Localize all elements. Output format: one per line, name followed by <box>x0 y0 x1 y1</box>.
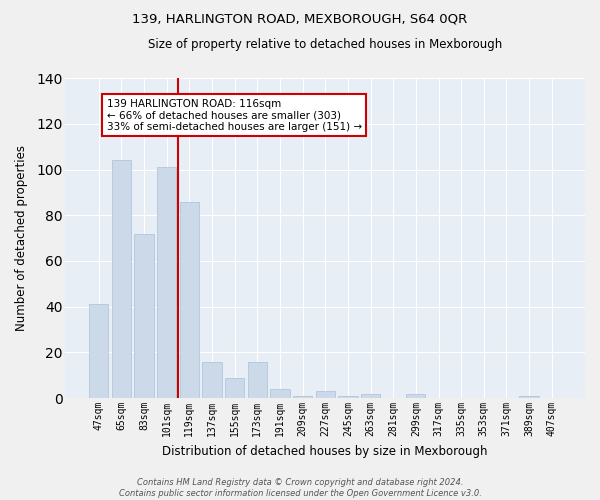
Bar <box>157 167 176 398</box>
Bar <box>316 392 335 398</box>
Bar <box>361 394 380 398</box>
Bar <box>293 396 312 398</box>
Text: 139, HARLINGTON ROAD, MEXBOROUGH, S64 0QR: 139, HARLINGTON ROAD, MEXBOROUGH, S64 0Q… <box>133 12 467 26</box>
Bar <box>520 396 539 398</box>
Bar <box>180 202 199 398</box>
Bar <box>134 234 154 398</box>
Bar <box>112 160 131 398</box>
Title: Size of property relative to detached houses in Mexborough: Size of property relative to detached ho… <box>148 38 502 51</box>
Bar <box>202 362 221 398</box>
Text: Contains HM Land Registry data © Crown copyright and database right 2024.
Contai: Contains HM Land Registry data © Crown c… <box>119 478 481 498</box>
Bar <box>406 394 425 398</box>
Bar <box>225 378 244 398</box>
Bar <box>248 362 267 398</box>
Y-axis label: Number of detached properties: Number of detached properties <box>15 145 28 331</box>
Text: 139 HARLINGTON ROAD: 116sqm
← 66% of detached houses are smaller (303)
33% of se: 139 HARLINGTON ROAD: 116sqm ← 66% of det… <box>107 98 362 132</box>
Bar <box>89 304 109 398</box>
X-axis label: Distribution of detached houses by size in Mexborough: Distribution of detached houses by size … <box>163 444 488 458</box>
Bar <box>338 396 358 398</box>
Bar <box>271 389 290 398</box>
